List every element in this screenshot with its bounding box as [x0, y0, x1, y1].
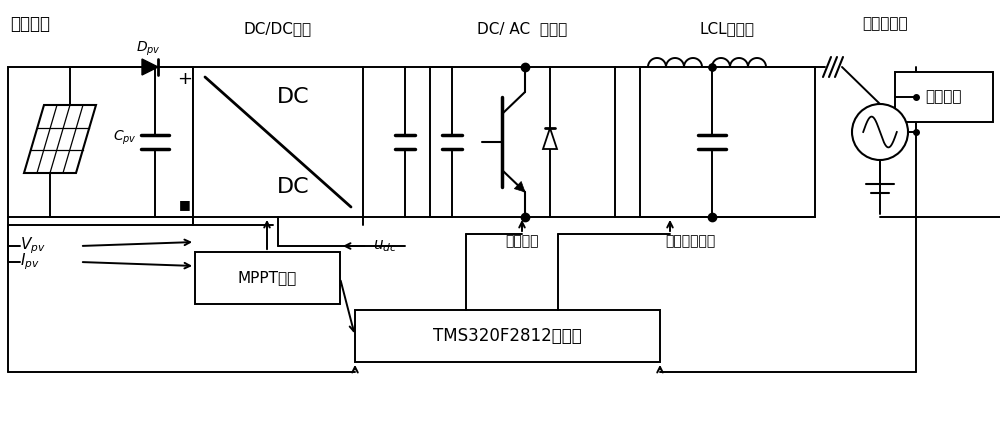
Bar: [193, 67, 363, 217]
Text: +: +: [178, 70, 192, 88]
Bar: [640, 67, 815, 217]
Text: LCL滤波器: LCL滤波器: [700, 22, 755, 36]
Polygon shape: [142, 59, 158, 75]
Bar: [895, 72, 993, 122]
Bar: [8, 67, 193, 217]
Text: DC/DC升压: DC/DC升压: [244, 22, 312, 36]
Text: 光伏阵列: 光伏阵列: [10, 15, 50, 33]
Text: $D_{pv}$: $D_{pv}$: [136, 40, 160, 58]
Text: DC/ AC  逆变器: DC/ AC 逆变器: [477, 22, 567, 36]
Text: $V_{pv}$: $V_{pv}$: [20, 236, 46, 256]
Text: DC: DC: [277, 177, 309, 197]
Text: MPPT控制: MPPT控制: [237, 271, 297, 286]
Text: $C_{pv}$: $C_{pv}$: [113, 129, 137, 147]
Text: 指令电流生成: 指令电流生成: [665, 234, 715, 248]
Text: $I_{pv}$: $I_{pv}$: [20, 252, 40, 272]
Text: DC: DC: [277, 87, 309, 107]
Polygon shape: [514, 181, 525, 192]
Text: 各类负载: 各类负载: [926, 89, 962, 105]
Text: $u_{dc}$: $u_{dc}$: [373, 238, 397, 254]
Bar: [195, 252, 340, 304]
Polygon shape: [24, 105, 96, 173]
Bar: [355, 310, 660, 362]
Text: TMS320F2812控制器: TMS320F2812控制器: [433, 327, 581, 345]
Text: 分布式电网: 分布式电网: [862, 16, 908, 32]
Text: ■: ■: [179, 198, 191, 211]
Circle shape: [852, 104, 908, 160]
Polygon shape: [543, 128, 557, 149]
Bar: [430, 67, 615, 217]
Text: 触发脉冲: 触发脉冲: [505, 234, 539, 248]
